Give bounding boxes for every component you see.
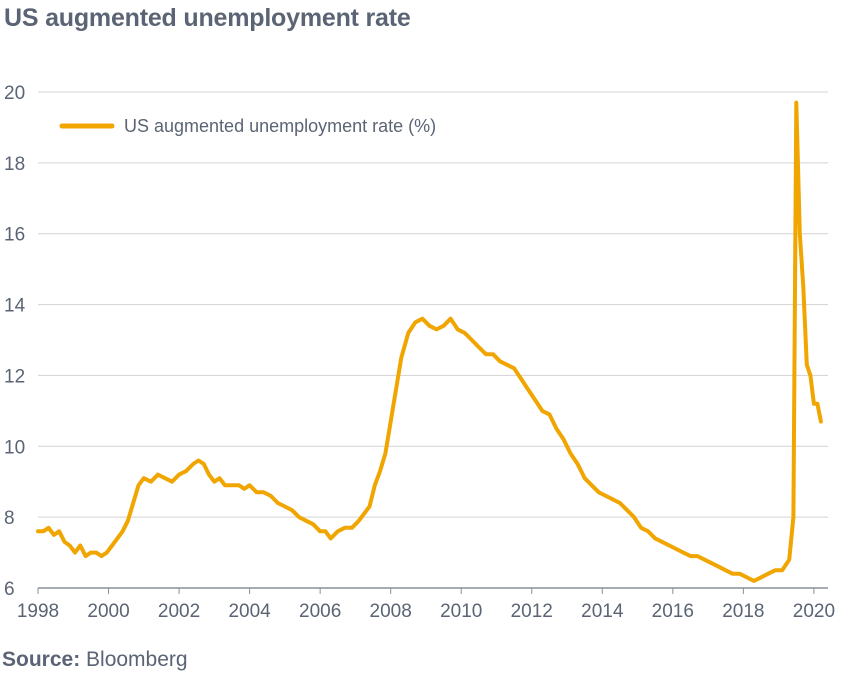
source-note: Source: Bloomberg [2, 648, 188, 672]
y-tick-label: 10 [4, 437, 25, 458]
legend-label: US augmented unemployment rate (%) [124, 116, 436, 136]
y-tick-label: 12 [4, 366, 25, 387]
y-tick-label: 20 [4, 83, 25, 104]
x-tick-label: 2006 [299, 601, 341, 622]
x-tick-label: 1998 [17, 601, 59, 622]
y-axis-ticks: 6 8 10 12 14 16 18 20 [4, 83, 26, 600]
x-tick-label: 2004 [228, 601, 271, 622]
line-chart: 6 8 10 12 14 16 18 20 1998 2000 2002 2004 2006 2008 2… [4, 83, 835, 622]
legend: US augmented unemployment rate (%) [59, 116, 436, 136]
series-line-0 [36, 100, 823, 583]
x-tick-label: 2012 [511, 601, 553, 622]
x-tick-label: 2002 [158, 601, 200, 622]
x-tick-label: 2020 [793, 601, 835, 622]
x-tick-label: 2010 [440, 601, 482, 622]
chart-title: US augmented unemployment rate [4, 4, 411, 32]
x-axis-ticks: 1998 2000 2002 2004 2006 2008 2010 2012 2014 2016… [17, 588, 835, 622]
source-label: Source: [2, 648, 81, 671]
series-layer [36, 100, 823, 583]
x-tick-label: 2016 [652, 601, 694, 622]
y-tick-label: 6 [4, 579, 15, 600]
source-text: Bloomberg [86, 648, 188, 671]
y-tick-label: 18 [4, 154, 25, 175]
x-tick-label: 2018 [722, 601, 764, 622]
gridlines [38, 91, 828, 589]
y-tick-label: 8 [4, 508, 15, 529]
x-tick-label: 2014 [581, 601, 624, 622]
x-tick-label: 2008 [370, 601, 412, 622]
y-tick-label: 16 [4, 225, 25, 246]
y-tick-label: 14 [4, 296, 26, 317]
x-tick-label: 2000 [87, 601, 129, 622]
